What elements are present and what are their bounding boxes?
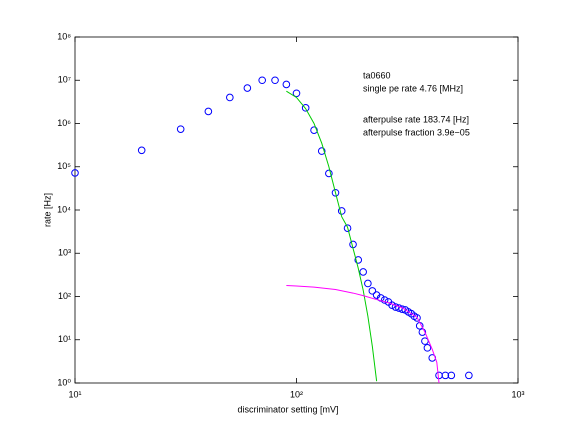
fit-line bbox=[286, 284, 440, 384]
data-point bbox=[465, 371, 473, 380]
data-point bbox=[301, 104, 310, 112]
data-point bbox=[226, 93, 234, 102]
data-point bbox=[418, 328, 427, 336]
data-point bbox=[243, 84, 252, 92]
y-tick-label: 10⁷ bbox=[58, 75, 71, 85]
fit-line bbox=[286, 90, 378, 382]
data-point bbox=[325, 169, 333, 178]
data-point bbox=[364, 279, 372, 288]
data-point bbox=[204, 107, 213, 116]
y-tick-label: 10⁵ bbox=[57, 161, 71, 171]
data-point bbox=[176, 125, 185, 133]
data-point bbox=[423, 344, 432, 352]
data-point bbox=[343, 224, 352, 232]
data-point bbox=[292, 89, 301, 98]
y-tick-label: 10⁰ bbox=[57, 377, 71, 387]
data-point bbox=[413, 314, 421, 322]
y-axis-label: rate [Hz] bbox=[42, 193, 52, 227]
data-point bbox=[435, 371, 443, 380]
annotation: afterpulse fraction 3.9e−05 bbox=[363, 127, 470, 137]
data-point bbox=[310, 126, 318, 134]
data-point bbox=[447, 371, 456, 380]
x-tick-label: 10² bbox=[290, 389, 303, 399]
data-point bbox=[258, 76, 266, 85]
x-axis-label: discriminator setting [mV] bbox=[237, 404, 338, 414]
annotation: ta0660 bbox=[363, 70, 391, 80]
x-tick-label: 10³ bbox=[511, 389, 524, 399]
data-point bbox=[391, 303, 400, 311]
y-tick-label: 10² bbox=[58, 291, 71, 301]
data-point bbox=[282, 80, 291, 89]
data-point bbox=[354, 256, 363, 264]
data-point bbox=[380, 296, 389, 304]
data-point bbox=[398, 305, 406, 313]
data-point bbox=[317, 147, 326, 155]
y-tick-label: 10⁶ bbox=[57, 118, 71, 128]
x-tick-label: 10¹ bbox=[68, 389, 81, 399]
data-point bbox=[441, 371, 450, 380]
data-point bbox=[376, 294, 385, 302]
annotation: single pe rate 4.76 [MHz] bbox=[363, 83, 463, 93]
y-tick-label: 10⁴ bbox=[57, 204, 71, 214]
data-point bbox=[271, 76, 279, 85]
data-point bbox=[368, 287, 377, 295]
data-point bbox=[331, 188, 340, 197]
data-point bbox=[359, 268, 367, 276]
data-point bbox=[71, 169, 79, 177]
data-point bbox=[137, 146, 146, 155]
y-tick-label: 10³ bbox=[58, 248, 71, 258]
data-point bbox=[337, 207, 346, 215]
y-tick-label: 10⁸ bbox=[57, 31, 71, 41]
annotation: afterpulse rate 183.74 [Hz] bbox=[363, 114, 469, 124]
y-tick-label: 10¹ bbox=[58, 334, 71, 344]
